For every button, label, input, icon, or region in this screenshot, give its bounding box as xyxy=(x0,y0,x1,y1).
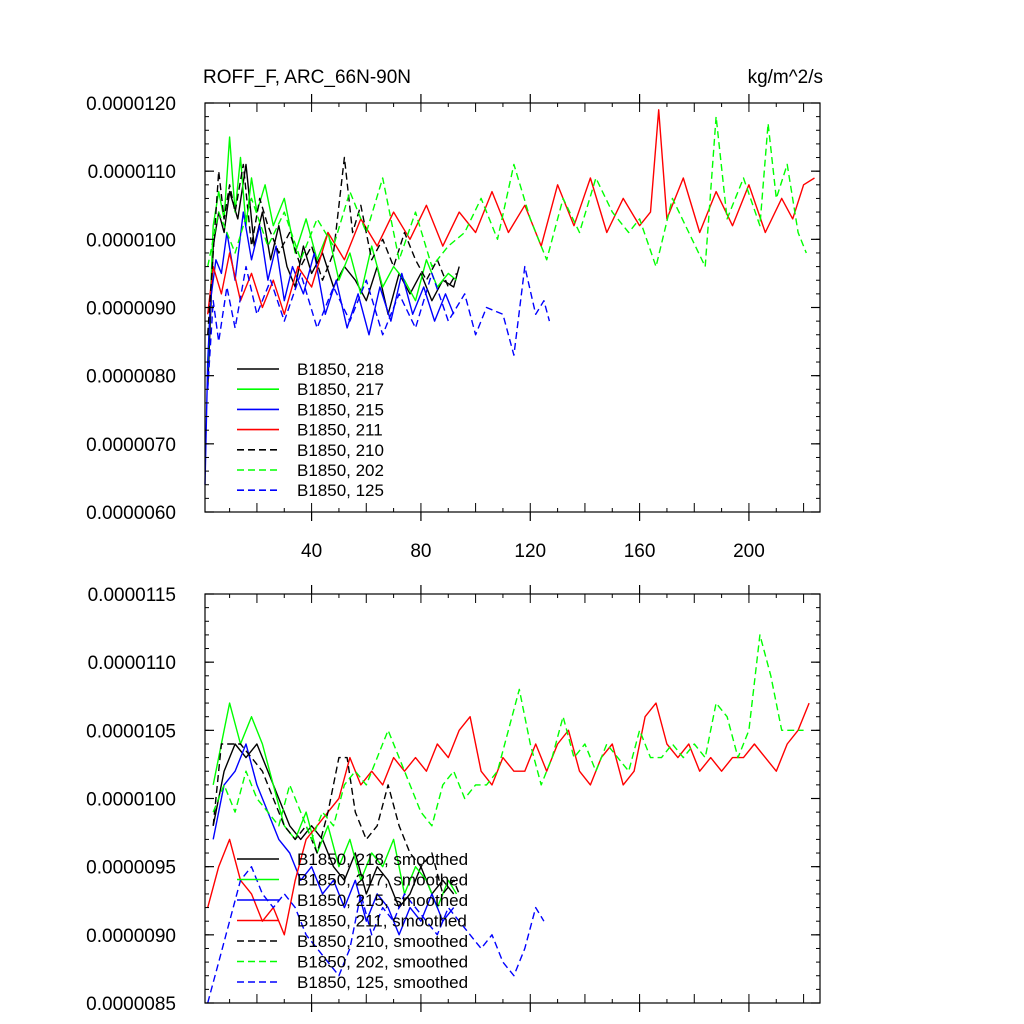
series-line xyxy=(207,115,807,268)
x-tick-label: 120 xyxy=(514,541,546,562)
x-tick-label: 200 xyxy=(733,541,765,562)
legend-label: B1850, 125, smoothed xyxy=(297,973,468,992)
series-line xyxy=(204,211,455,485)
series-line xyxy=(207,866,545,1004)
series-line xyxy=(212,702,458,909)
x-tick-label: 160 xyxy=(624,541,656,562)
legend-label: B1850, 211, smoothed xyxy=(297,912,467,931)
series-line xyxy=(207,136,457,369)
x-tick-label: 40 xyxy=(301,541,322,562)
y-tick-label: 0.0000110 xyxy=(88,162,176,183)
legend-label: B1850, 215 xyxy=(297,400,384,419)
legend-label: B1850, 218 xyxy=(297,360,384,379)
y-tick-label: 0.0000120 xyxy=(86,94,176,115)
legend-label: B1850, 210, smoothed xyxy=(297,932,468,951)
y-tick-label: 0.0000090 xyxy=(86,926,176,947)
series-line xyxy=(212,634,804,841)
chart-units: kg/m^2/s xyxy=(748,67,823,88)
y-tick-label: 0.0000085 xyxy=(86,994,176,1015)
legend-label: B1850, 210 xyxy=(297,441,384,460)
y-tick-label: 0.0000115 xyxy=(88,585,176,606)
series-line xyxy=(207,265,551,390)
series-line xyxy=(212,743,455,909)
series-line xyxy=(212,743,460,895)
y-tick-label: 0.0000110 xyxy=(88,653,176,674)
y-tick-label: 0.0000100 xyxy=(86,230,176,251)
legend-label: B1850, 211 xyxy=(297,421,383,440)
series-line xyxy=(207,702,810,936)
legend-label: B1850, 202 xyxy=(297,461,384,480)
y-tick-label: 0.0000060 xyxy=(86,503,176,524)
y-tick-label: 0.0000070 xyxy=(86,435,176,456)
legend-label: B1850, 217, smoothed xyxy=(297,871,468,890)
series-line xyxy=(212,743,455,936)
y-tick-label: 0.0000105 xyxy=(86,721,176,742)
chart-title: ROFF_F, ARC_66N-90N xyxy=(203,67,411,88)
y-tick-label: 0.0000090 xyxy=(86,299,176,320)
series-line xyxy=(207,109,815,315)
x-tick-label: 80 xyxy=(410,541,431,562)
y-tick-label: 0.0000080 xyxy=(86,367,176,388)
legend-label: B1850, 218, smoothed xyxy=(297,850,468,869)
legend-label: B1850, 217 xyxy=(297,380,384,399)
legend-label: B1850, 125 xyxy=(297,481,384,500)
top-panel: 0.0000060 0.0000070 0.0000080 0.0000090 0.00… xyxy=(86,94,821,562)
bottom-panel: 0.0000085 0.0000090 0.0000095 0.0000100 0.00… xyxy=(86,585,821,1015)
legend-label: B1850, 202, smoothed xyxy=(297,953,468,972)
y-tick-label: 0.0000100 xyxy=(86,790,176,811)
y-tick-label: 0.0000095 xyxy=(86,858,176,879)
series-line xyxy=(207,156,458,335)
legend-label: B1850, 215, smoothed xyxy=(297,891,468,910)
